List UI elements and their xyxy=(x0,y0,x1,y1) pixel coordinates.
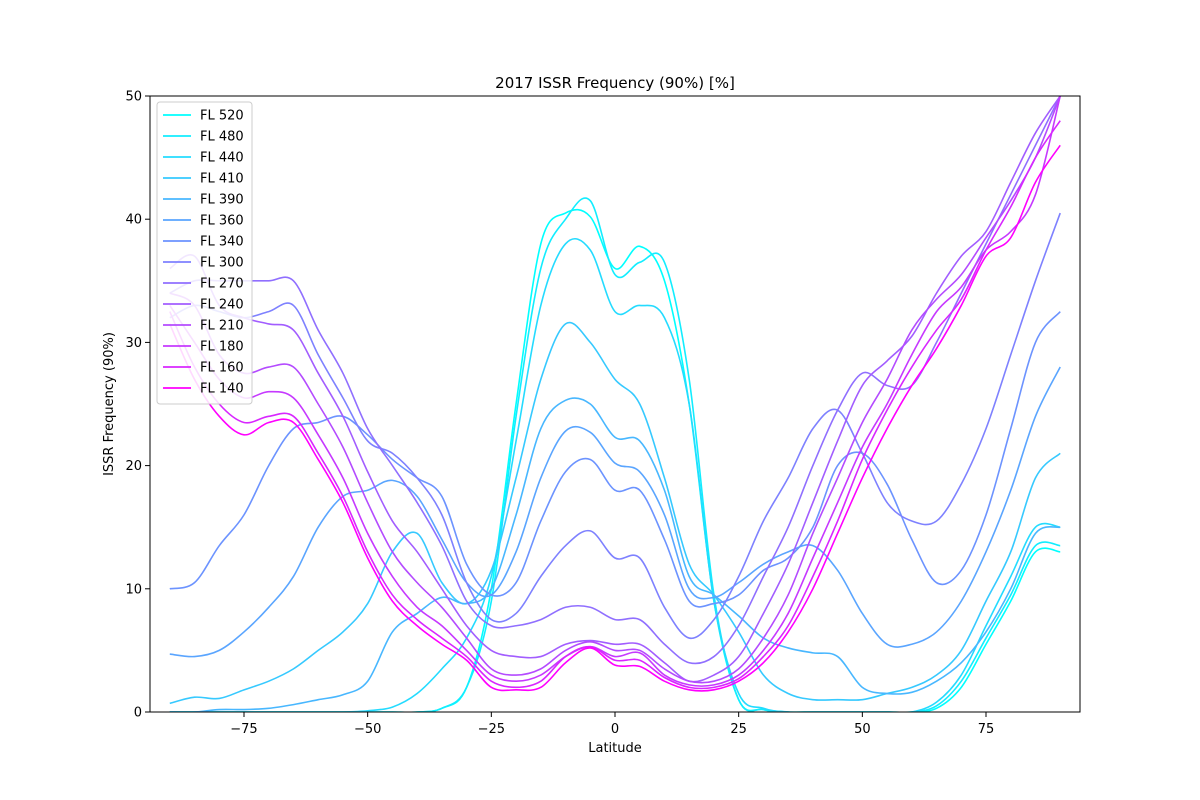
legend-label: FL 180 xyxy=(200,340,244,355)
legend-label: FL 210 xyxy=(200,319,244,334)
legend-label: FL 240 xyxy=(200,298,244,313)
y-tick-label: 50 xyxy=(125,90,142,105)
x-tick-label: −75 xyxy=(230,722,257,737)
series-lines xyxy=(169,96,1061,712)
series-line-fl-410 xyxy=(169,321,1061,705)
y-tick-label: 40 xyxy=(125,213,142,228)
series-line-fl-390 xyxy=(169,397,1061,712)
x-tick-label: 75 xyxy=(978,722,995,737)
legend-label: FL 340 xyxy=(200,235,244,250)
x-axis: −75 −50 −25 0 25 50 75 xyxy=(230,712,994,737)
legend: FL 520 FL 480 FL 440 FL 410 FL 390 FL 360 FL 3… xyxy=(156,101,253,405)
y-axis: 0 10 20 30 40 50 xyxy=(125,90,150,721)
y-tick-label: 0 xyxy=(134,706,142,721)
series-line-fl-160 xyxy=(169,120,1061,690)
x-tick-label: −25 xyxy=(478,722,505,737)
series-line-fl-520 xyxy=(169,208,1061,712)
legend-label: FL 520 xyxy=(200,109,244,124)
legend-frame xyxy=(156,101,253,405)
y-axis-label: ISSR Frequency (90%) xyxy=(102,332,117,476)
x-axis-label: Latitude xyxy=(588,741,642,756)
y-tick-label: 20 xyxy=(125,459,142,474)
series-line-fl-140 xyxy=(169,144,1061,692)
series-line-fl-300 xyxy=(169,212,1061,640)
legend-label: FL 360 xyxy=(200,214,244,229)
chart-title: 2017 ISSR Frequency (90%) [%] xyxy=(495,74,735,92)
legend-label: FL 300 xyxy=(200,256,244,271)
series-line-fl-480 xyxy=(169,197,1061,712)
series-line-fl-180 xyxy=(169,96,1061,687)
legend-label: FL 160 xyxy=(200,361,244,376)
series-line-fl-240 xyxy=(169,96,1061,683)
x-tick-label: 0 xyxy=(611,722,619,737)
legend-label: FL 270 xyxy=(200,277,244,292)
series-line-fl-440 xyxy=(169,237,1061,712)
legend-label: FL 390 xyxy=(200,193,244,208)
legend-label: FL 480 xyxy=(200,130,244,145)
series-line-fl-360 xyxy=(169,366,1061,658)
legend-label: FL 140 xyxy=(200,382,244,397)
series-line-fl-340 xyxy=(169,311,1061,608)
legend-label: FL 440 xyxy=(200,151,244,166)
legend-label: FL 410 xyxy=(200,172,244,187)
x-tick-label: −50 xyxy=(354,722,381,737)
x-tick-label: 25 xyxy=(730,722,747,737)
series-line-fl-210 xyxy=(169,96,1061,684)
y-tick-label: 30 xyxy=(125,336,142,351)
x-tick-label: 50 xyxy=(854,722,871,737)
y-tick-label: 10 xyxy=(125,582,142,597)
